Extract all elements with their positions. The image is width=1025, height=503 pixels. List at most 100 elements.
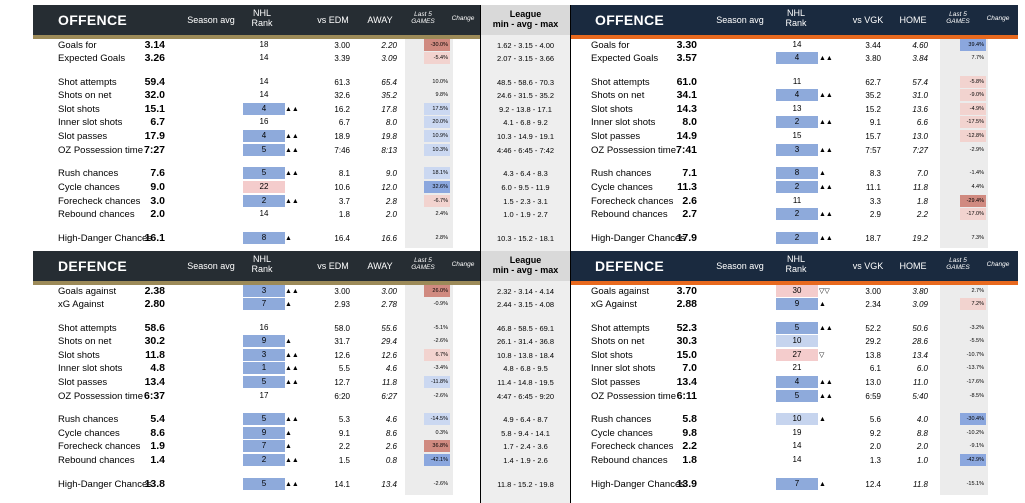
nhl-rank-value: 19 — [792, 428, 802, 437]
league-column-border-right — [570, 5, 571, 503]
league-label: League — [509, 9, 542, 19]
metric-label: Rebound chances — [591, 209, 668, 220]
season-avg-value: 2.88 — [676, 298, 697, 310]
change-value: -42.9% — [960, 454, 986, 466]
league-header-offence: League min - avg - max — [481, 5, 570, 35]
rank-trend-arrows: ▲▲ — [285, 198, 299, 205]
nhl-rank-value: 18 — [259, 40, 269, 49]
change-value: -29.4% — [960, 195, 986, 207]
rank-trend-arrows: ▲▲ — [285, 147, 299, 154]
change-value: -30.0% — [424, 39, 450, 51]
league-range-value: 4:47 - 6:45 - 9:20 — [496, 392, 555, 401]
table-row: Rush chances 7.6 5 ▲▲ 8.1 9.0 18.1% 4.3 - 6.4 -… — [33, 167, 548, 180]
nhl-rank-value: 4 — [776, 89, 818, 101]
change-value: 2.4% — [435, 211, 448, 217]
last5-value: 3.84 — [912, 54, 928, 63]
change-value: -9.0% — [960, 89, 986, 101]
season-avg-value: 7:41 — [675, 144, 697, 156]
season-avg-value: 61.0 — [676, 76, 697, 88]
vs-opponent-value: 61.3 — [334, 78, 350, 87]
table-row: Rebound chances 1.4 2 ▲▲ 1.5 0.8 -42.1% 1.4 - 1… — [33, 454, 548, 467]
metric-label: Cycle chances — [58, 428, 120, 439]
season-avg-value: 2.2 — [682, 440, 697, 452]
rank-trend-arrows: ▲ — [285, 338, 292, 345]
league-range-value: 11.8 - 15.2 - 19.8 — [497, 480, 554, 489]
change-value: -9.1% — [969, 443, 984, 449]
season-avg-value: 6:11 — [676, 390, 697, 402]
season-avg-value: 2.38 — [144, 285, 165, 297]
season-avg-value: 8.0 — [682, 116, 697, 128]
rank-trend-arrows: ▲ — [285, 430, 292, 437]
season-avg-header: Season avg — [716, 15, 764, 25]
season-avg-value: 11.8 — [145, 349, 165, 361]
table-row: Slot shots 15.1 4 ▲▲ 16.2 17.8 17.5% 9.2 - 13.8… — [33, 103, 552, 116]
section-title: OFFENCE — [595, 12, 664, 28]
league-range-value: 10.3 - 14.9 - 19.1 — [496, 132, 555, 141]
league-range-value: 6.0 - 9.5 - 11.9 — [501, 183, 550, 192]
last5-header: Last 5 GAMES — [938, 257, 978, 271]
nhl-rank-header: NHL Rank — [242, 254, 282, 274]
season-avg-value: 15.0 — [676, 349, 697, 361]
vs-opponent-value: 35.2 — [865, 91, 881, 100]
games-label: GAMES — [946, 264, 970, 271]
table-row: Slot shots 11.8 3 ▲▲ 12.6 12.6 6.7% 10.8 - 13.8… — [33, 349, 554, 362]
vs-header: vs VGK — [852, 15, 884, 25]
change-value: -10.7% — [966, 352, 984, 358]
table-row: Goals for 3.14 18 3.00 2.20 -30.0% 1.62 - 3.15… — [33, 39, 554, 52]
last5-value: 2.8 — [385, 197, 397, 206]
vs-opponent-value: 14.1 — [334, 480, 350, 489]
table-row: OZ Possession time 6:11 5 ▲▲ 6:59 5:40 -8.5% — [570, 390, 1018, 403]
vs-opponent-value: 3.44 — [865, 41, 881, 50]
season-avg-value: 3.26 — [144, 52, 165, 64]
last5-value: 29.4 — [381, 337, 397, 346]
season-avg-header: Season avg — [187, 15, 235, 25]
metric-label: Slot shots — [58, 350, 100, 361]
vs-opponent-value: 10.6 — [334, 183, 350, 192]
change-value: -2.6% — [433, 481, 448, 487]
last5-value: 11.0 — [913, 378, 928, 387]
last5-band — [405, 39, 453, 248]
vs-opponent-value: 12.6 — [334, 351, 350, 360]
change-header: Change — [986, 15, 1010, 22]
nhl-rank-value: 2 — [776, 208, 818, 220]
last5-value: 5:40 — [912, 392, 928, 401]
metric-label: Expected Goals — [591, 53, 659, 64]
last5-value: 6.6 — [916, 118, 928, 127]
metric-label: Slot shots — [591, 350, 633, 361]
last5-value: 4.6 — [385, 415, 397, 424]
season-avg-value: 9.0 — [150, 181, 165, 193]
season-avg-value: 7:27 — [143, 144, 165, 156]
metric-label: OZ Possession time — [58, 145, 143, 156]
last5-value: 2.20 — [381, 41, 397, 50]
vs-opponent-value: 1.3 — [869, 456, 881, 465]
season-avg-value: 6:37 — [143, 390, 165, 402]
table-row: Shot attempts 52.3 5 ▲▲ 52.2 50.6 -3.2% — [570, 322, 1018, 335]
vs-opponent-value: 9.1 — [338, 429, 350, 438]
league-label: League — [509, 255, 542, 265]
last5-value: 17.8 — [381, 105, 397, 114]
metric-label: Shot attempts — [591, 323, 650, 334]
nhl-rank-value: 4 — [776, 52, 818, 64]
nhl-rank-value: 27 — [776, 349, 818, 361]
vs-opponent-value: 58.0 — [334, 324, 350, 333]
metric-label: Rebound chances — [591, 455, 668, 466]
rank-label: Rank — [785, 264, 807, 274]
metric-label: High-Danger Chances — [591, 233, 685, 244]
nhl-rank-header: NHL Rank — [776, 8, 816, 28]
league-range-value: 46.8 - 58.5 - 69.1 — [496, 324, 555, 333]
metric-label: OZ Possession time — [591, 391, 676, 402]
metric-label: Inner slot shots — [58, 117, 123, 128]
vs-opponent-value: 6:59 — [865, 392, 881, 401]
last5-label: Last 5 — [414, 257, 432, 264]
change-value: -2.6% — [433, 338, 448, 344]
season-avg-value: 3.70 — [676, 285, 697, 297]
table-row: Shots on net 30.3 10 29.2 28.6 -5.5% — [570, 335, 1018, 348]
change-value: -2.9% — [969, 147, 984, 153]
metric-label: High-Danger Chances — [58, 233, 152, 244]
nhl-rank-header: NHL Rank — [776, 254, 816, 274]
last5-value: 35.2 — [381, 91, 397, 100]
nhl-rank-value: 8 — [776, 167, 818, 179]
last5-value: 0.8 — [385, 456, 397, 465]
nhl-rank-value: 4 — [776, 376, 818, 388]
nhl-rank-value: 17 — [259, 391, 269, 400]
